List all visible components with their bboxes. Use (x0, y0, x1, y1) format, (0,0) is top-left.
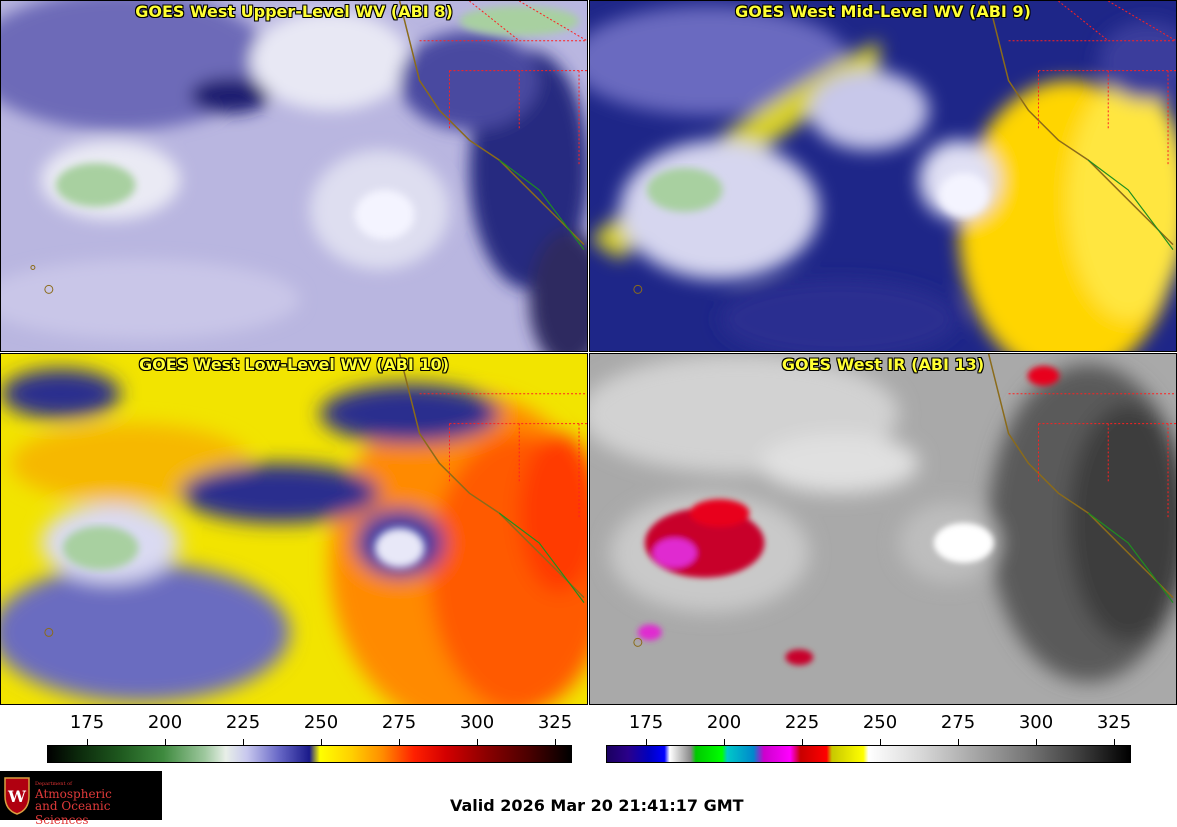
wv-color-scale (47, 745, 572, 763)
low-level-wv-image (1, 354, 587, 704)
wv-tick-label: 200 (147, 712, 183, 733)
panel-title: GOES West Upper-Level WV (ABI 8) (135, 2, 453, 21)
logo-line2: Atmospheric (35, 787, 112, 801)
ir-tick-label: 250 (862, 712, 898, 733)
panel-title: GOES West Mid-Level WV (ABI 9) (735, 2, 1031, 21)
wv-tick-mark (243, 739, 244, 745)
ir-tick-mark (1114, 739, 1115, 745)
logo-line1: Department of (35, 781, 72, 787)
wv-tick-label: 300 (459, 712, 495, 733)
ir-tick-mark (958, 739, 959, 745)
ir-tick-mark (880, 739, 881, 745)
ir-tick-label: 225 (784, 712, 820, 733)
wv-tick-label: 175 (69, 712, 105, 733)
low-level-wv-panel: GOES West Low-Level WV (ABI 10) (0, 353, 588, 705)
ir-panel: GOES West IR (ABI 13) (589, 353, 1177, 705)
valid-time: Valid 2026 Mar 20 21:41:17 GMT (450, 796, 744, 815)
wv-tick-mark (87, 739, 88, 745)
wv-tick-label: 225 (225, 712, 261, 733)
upper-level-wv-panel: GOES West Upper-Level WV (ABI 8) (0, 0, 588, 352)
panel-title: GOES West Low-Level WV (ABI 10) (138, 355, 449, 374)
panel-title: GOES West IR (ABI 13) (781, 355, 985, 374)
wv-tick-label: 275 (381, 712, 417, 733)
wv-tick-label: 325 (537, 712, 573, 733)
logo-line3: and Oceanic Sciences (35, 799, 111, 827)
wv-tick-label: 250 (303, 712, 339, 733)
ir-color-scale (606, 745, 1131, 763)
wv-tick-mark (399, 739, 400, 745)
ir-tick-label: 300 (1018, 712, 1054, 733)
ir-image (590, 354, 1176, 704)
uw-seal-icon: W (4, 777, 30, 815)
wv-tick-mark (165, 739, 166, 745)
ir-tick-label: 200 (706, 712, 742, 733)
upper-level-wv-image (1, 1, 587, 351)
ir-tick-mark (1036, 739, 1037, 745)
ir-tick-label: 325 (1096, 712, 1132, 733)
wv-colorbar: 175 200 225 250 275 300 325 (0, 706, 588, 768)
ir-tick-label: 275 (940, 712, 976, 733)
ir-tick-mark (802, 739, 803, 745)
mid-level-wv-panel: GOES West Mid-Level WV (ABI 9) (589, 0, 1177, 352)
ir-colorbar: 175 200 225 250 275 300 325 (589, 706, 1177, 768)
svg-text:W: W (7, 787, 27, 806)
wv-tick-mark (321, 739, 322, 745)
ir-tick-mark (724, 739, 725, 745)
ir-tick-mark (646, 739, 647, 745)
wv-tick-mark (477, 739, 478, 745)
wv-tick-mark (555, 739, 556, 745)
ir-tick-label: 175 (628, 712, 664, 733)
aos-logo[interactable]: W Department of Atmospheric and Oceanic … (0, 771, 162, 827)
mid-level-wv-image (590, 1, 1176, 351)
